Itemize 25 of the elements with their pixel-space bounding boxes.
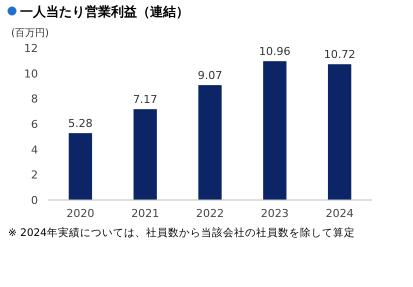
y-tick-label: 4: [31, 143, 38, 156]
x-tick-label: 2024: [326, 207, 354, 220]
text: ※ 2024年実績については、社員数から当該会社の社員数を除して算定: [8, 226, 356, 240]
data-label: 9.07: [198, 69, 222, 82]
x-tick-label: 2023: [260, 207, 289, 220]
x-tick-label: 2020: [66, 207, 94, 220]
x-tick-label: 2021: [131, 207, 160, 220]
y-tick-label: 8: [31, 92, 38, 106]
bar: [134, 109, 157, 200]
data-label: 10.96: [259, 45, 291, 58]
y-tick-label: 12: [24, 42, 38, 55]
x-tick-label: 2022: [196, 207, 224, 220]
y-axis-title: (百万円): [11, 28, 49, 39]
y-tick-label: 2: [31, 168, 38, 182]
data-label: 5.28: [68, 117, 93, 130]
bar: [68, 133, 92, 200]
bar: [263, 61, 286, 200]
bar: [198, 85, 222, 200]
data-label: 7.17: [132, 93, 158, 106]
y-tick-label: 10: [24, 67, 38, 80]
bar: [328, 64, 352, 200]
data-label: 10.72: [324, 48, 356, 62]
chart-title: 一人当たり営業利益（連結）: [20, 4, 189, 20]
y-tick-label: 6: [31, 118, 38, 131]
y-tick-label: 0: [31, 194, 38, 207]
